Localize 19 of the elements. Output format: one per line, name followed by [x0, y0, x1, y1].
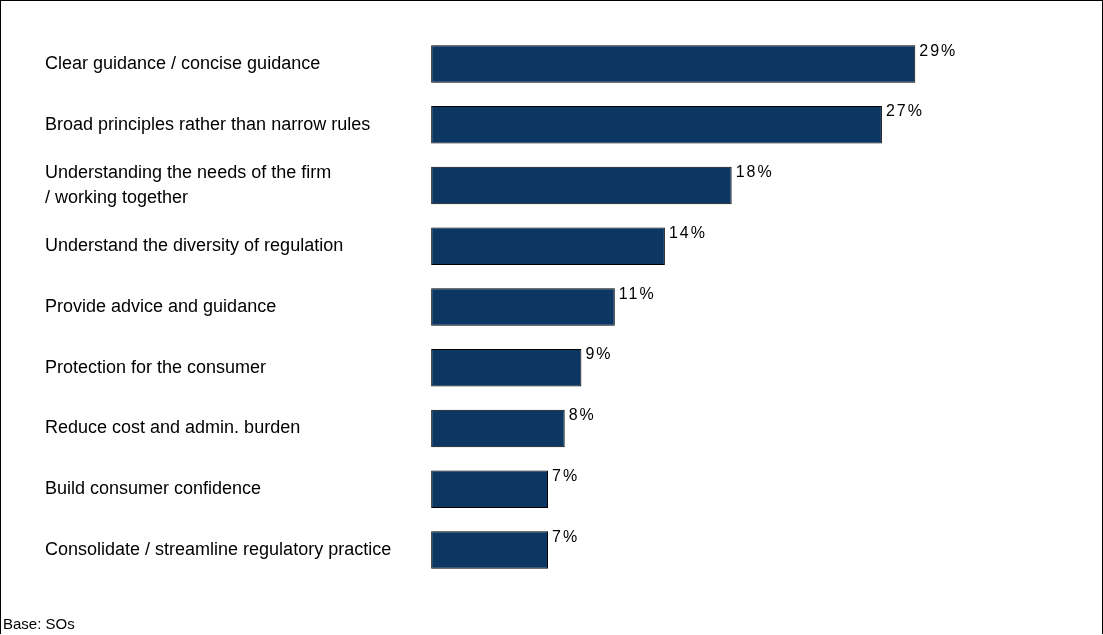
data-label: 7% [552, 466, 580, 484]
data-label: 14% [668, 223, 707, 241]
data-label: 7% [552, 527, 580, 545]
y-tick-label: Broad principles rather than narrow rules [45, 113, 371, 134]
data-label: 11% [618, 284, 656, 302]
data-label: 18% [735, 163, 774, 181]
data-label: 27% [885, 102, 924, 120]
data-label: 29% [919, 41, 958, 59]
data-label: 9% [585, 345, 613, 363]
y-tick-label: Protection for the consumer [45, 356, 267, 377]
y-tick-label: Clear guidance / concise guidance [45, 52, 321, 73]
text: Base: SOs [3, 615, 75, 632]
y-tick-label: Consolidate / streamline regulatory practice [45, 538, 392, 559]
y-tick-label: Understanding the needs of the firm / working together [45, 161, 332, 208]
data-label: 8% [568, 406, 596, 424]
y-tick-label: Build consumer confidence [45, 478, 262, 499]
y-tick-label: Understand the diversity of regulation [45, 235, 344, 256]
y-tick-label: Reduce cost and admin. burden [45, 417, 301, 438]
y-tick-label: Provide advice and guidance [45, 295, 277, 316]
